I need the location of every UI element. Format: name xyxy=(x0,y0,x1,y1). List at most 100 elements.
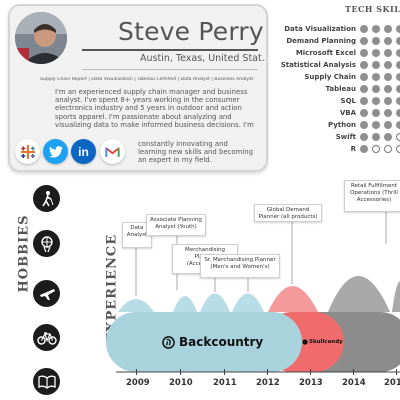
year-tick xyxy=(180,369,181,375)
skill-row: Python xyxy=(272,119,400,131)
skill-dot-filled xyxy=(384,97,392,105)
profile-card: Steve Perry Austin, Texas, United Stat..… xyxy=(8,4,268,172)
skill-dot-filled xyxy=(384,73,392,81)
skill-label: Statistical Analysis xyxy=(280,61,356,69)
skill-dot-empty xyxy=(396,133,400,141)
skill-dot-filled xyxy=(384,25,392,33)
later-role-hump xyxy=(392,281,400,312)
basketball-hobby[interactable] xyxy=(33,230,60,257)
profile-summary-continued: constantly innovating and learning new s… xyxy=(138,140,253,165)
year-tick xyxy=(396,369,397,375)
year-tick xyxy=(353,369,354,375)
skill-dot-filled xyxy=(384,121,392,129)
skill-dot-filled xyxy=(396,49,400,57)
twitter-link[interactable] xyxy=(43,139,68,164)
skill-dot-filled xyxy=(372,97,380,105)
year-label: 2010 xyxy=(169,378,193,388)
skill-label: VBA xyxy=(339,109,356,117)
golf-hobby[interactable] xyxy=(33,185,60,212)
skill-dot-filled xyxy=(372,73,380,81)
skill-dot-filled xyxy=(396,61,400,69)
skill-dot-filled xyxy=(360,109,368,117)
year-tick xyxy=(310,369,311,375)
role-callout: Retail Fulfillment Operations (Thrill Ac… xyxy=(344,180,400,212)
skill-dot-filled xyxy=(396,109,400,117)
tableau-link[interactable] xyxy=(15,139,40,164)
skill-dot-filled xyxy=(360,25,368,33)
backcountry-goat-icon xyxy=(162,335,175,349)
skill-row: Demand Planning xyxy=(272,35,400,47)
skill-dot-filled xyxy=(372,85,380,93)
skill-label: Python xyxy=(328,121,356,129)
skull-icon xyxy=(302,339,308,345)
skill-dot-filled xyxy=(372,121,380,129)
skill-dot-filled xyxy=(372,133,380,141)
skill-dot-filled xyxy=(396,25,400,33)
location-divider xyxy=(82,69,258,70)
skill-label: SQL xyxy=(340,97,356,105)
skill-dot-filled xyxy=(372,61,380,69)
role-label: Retail Fulfillment Operations (Thrill Ac… xyxy=(350,183,398,203)
sr-merchandising-hump xyxy=(232,293,264,312)
backcountry-logo: Backcountry xyxy=(162,335,263,349)
skill-label: Swift xyxy=(335,133,356,141)
skill-dot-filled xyxy=(384,133,392,141)
skill-row: Microsoft Excel xyxy=(272,47,400,59)
skill-dot-filled xyxy=(360,133,368,141)
skill-dot-filled xyxy=(360,49,368,57)
skill-dot-empty xyxy=(384,145,392,153)
linkedin-link[interactable]: in xyxy=(71,139,96,164)
skill-dot-filled xyxy=(396,97,400,105)
skill-row: Statistical Analysis xyxy=(272,59,400,71)
gmail-link[interactable] xyxy=(100,139,125,164)
skill-dot-filled xyxy=(360,73,368,81)
linkedin-icon: in xyxy=(78,144,89,159)
skill-dot-filled xyxy=(396,121,400,129)
skill-dot-filled xyxy=(360,37,368,45)
skill-label: Demand Planning xyxy=(286,37,356,45)
skill-row: VBA xyxy=(272,107,400,119)
year-label: 2013 xyxy=(299,378,323,388)
travel-hobby[interactable] xyxy=(33,280,60,307)
year-tick xyxy=(224,369,225,375)
associate-planning-hump xyxy=(173,296,197,312)
data-analyst-hump xyxy=(118,299,154,312)
year-label: 2014 xyxy=(342,378,366,388)
year-label: 2009 xyxy=(126,378,150,388)
bicycle-icon xyxy=(36,331,57,345)
golf-icon xyxy=(41,190,53,206)
skill-dot-filled xyxy=(384,61,392,69)
skill-dot-filled xyxy=(360,121,368,129)
tech-skills-title: TECH SKILL xyxy=(345,4,400,14)
avatar[interactable] xyxy=(15,12,67,64)
skill-dot-filled xyxy=(372,49,380,57)
role-label: Associate Planning Analyst (Youth) xyxy=(150,217,202,230)
cycling-hobby[interactable] xyxy=(33,324,60,351)
skill-label: Supply Chain xyxy=(304,73,356,81)
role-label: Sr. Merchandising Planner (Men's and Wom… xyxy=(204,257,276,270)
skill-dot-empty xyxy=(372,145,380,153)
gmail-icon xyxy=(105,146,120,157)
year-tick xyxy=(267,369,268,375)
skill-row: SQL xyxy=(272,95,400,107)
profile-name: Steve Perry xyxy=(118,17,264,46)
skill-dot-filled xyxy=(372,109,380,117)
skill-label: R xyxy=(350,145,356,153)
year-label: 2012 xyxy=(256,378,280,388)
skill-dot-filled xyxy=(396,37,400,45)
airplane-icon xyxy=(39,288,55,300)
backcountry-bar[interactable] xyxy=(106,312,302,372)
role-callout: Global Demand Planner (all products) xyxy=(254,204,322,222)
name-divider xyxy=(82,49,258,51)
role-label: Data Analyst xyxy=(126,225,148,238)
skill-dot-filled xyxy=(384,49,392,57)
profile-tagline: Supply Chain Report | Data Visualization… xyxy=(40,77,254,82)
skill-dot-empty xyxy=(396,145,400,153)
reading-hobby[interactable] xyxy=(33,368,60,395)
year-tick xyxy=(136,369,137,375)
profile-location: Austin, Texas, United Stat.. xyxy=(140,53,268,64)
skill-row: R xyxy=(272,143,400,155)
tableau-icon xyxy=(20,144,35,159)
skill-row: Supply Chain xyxy=(272,71,400,83)
skullcandy-logo: Skullcandy xyxy=(302,339,343,345)
